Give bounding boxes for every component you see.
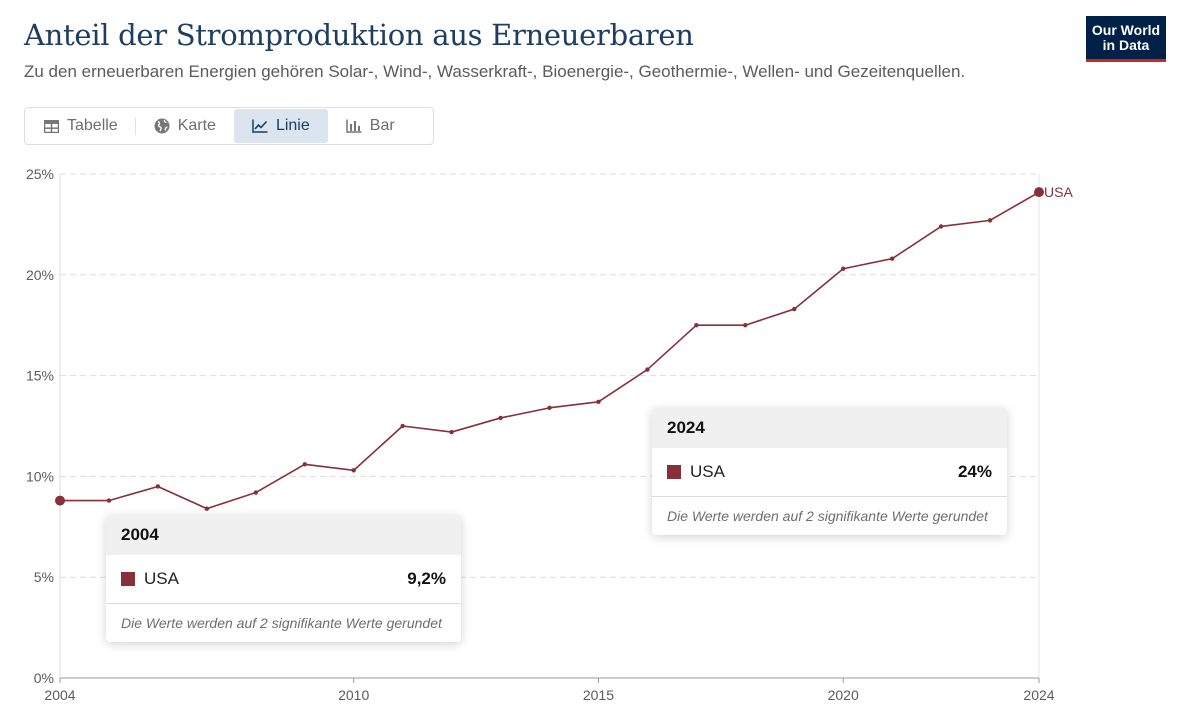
chart-title: Anteil der Stromproduktion aus Erneuerba…: [24, 18, 694, 52]
data-point: [204, 506, 210, 511]
data-point: [351, 468, 356, 473]
data-point: [400, 423, 405, 429]
series-swatch: [667, 465, 681, 479]
series-end-label: USA: [1044, 184, 1073, 200]
tooltip-note: Die Werte werden auf 2 signifikante Wert…: [667, 508, 988, 524]
tooltip-value: 9,2%: [407, 569, 446, 588]
tab-label: Karte: [177, 117, 216, 134]
data-point: [743, 323, 748, 328]
globe-icon: [154, 118, 170, 134]
data-point: [645, 367, 650, 372]
view-tabs: Tabelle Karte Linie Bar: [24, 107, 434, 145]
x-tick-label: 2015: [583, 687, 614, 703]
logo-line-1: Our World: [1091, 21, 1161, 38]
highlight-point: [1034, 187, 1044, 198]
tooltip-2004: 2004 USA 9,2% Die Werte werden auf 2 sig…: [106, 515, 461, 642]
y-tick-label: 0%: [34, 670, 54, 686]
tooltip-year: 2024: [652, 408, 1007, 448]
tab-map[interactable]: Karte: [136, 109, 234, 143]
table-icon: [44, 119, 59, 133]
tab-label: Linie: [275, 117, 310, 134]
tooltip-2024: 2024 USA 24% Die Werte werden auf 2 sign…: [652, 408, 1007, 535]
tooltip-entity: USA: [144, 569, 179, 588]
tooltip-row: USA 24%: [652, 448, 1007, 497]
bar-chart-icon: [346, 119, 362, 133]
data-point: [155, 484, 161, 489]
data-point: [792, 306, 797, 312]
tab-label: Tabelle: [67, 117, 118, 134]
x-tick-label: 2004: [44, 687, 75, 703]
tooltip-value: 24%: [957, 462, 992, 481]
data-point: [889, 256, 895, 261]
data-point: [938, 224, 944, 229]
tooltip-row: USA 9,2%: [106, 555, 461, 604]
data-point: [547, 405, 552, 411]
data-point: [694, 323, 699, 328]
series-swatch: [121, 572, 135, 586]
line-chart-icon: [252, 119, 268, 133]
tab-label: Bar: [369, 117, 395, 134]
data-point: [449, 429, 454, 435]
x-tick-label: 2010: [338, 687, 369, 703]
y-tick-label: 5%: [34, 569, 54, 585]
chart-subtitle: Zu den erneuerbaren Energien gehören Sol…: [24, 62, 966, 81]
y-tick-label: 25%: [26, 166, 54, 182]
tooltip-year: 2004: [106, 515, 461, 555]
tab-line[interactable]: Linie: [233, 109, 328, 143]
owid-logo[interactable]: Our World in Data: [1086, 16, 1166, 62]
data-point: [596, 399, 601, 405]
x-tick-label: 2024: [1023, 687, 1054, 703]
tooltip-entity: USA: [690, 462, 725, 481]
y-tick-label: 20%: [26, 267, 54, 283]
data-point: [253, 490, 258, 495]
highlight-point: [55, 495, 65, 506]
y-tick-label: 10%: [26, 468, 54, 484]
y-tick-label: 15%: [26, 368, 54, 384]
data-point: [987, 218, 993, 223]
tooltip-note: Die Werte werden auf 2 signifikante Wert…: [121, 615, 442, 631]
data-point: [106, 498, 112, 503]
data-point: [498, 415, 503, 421]
data-point: [302, 462, 307, 467]
data-point: [841, 266, 846, 271]
x-tick-label: 2020: [828, 687, 859, 703]
tab-bar[interactable]: Bar: [328, 109, 413, 143]
logo-line-2: in Data: [1102, 36, 1150, 53]
tab-table[interactable]: Tabelle: [26, 109, 136, 143]
